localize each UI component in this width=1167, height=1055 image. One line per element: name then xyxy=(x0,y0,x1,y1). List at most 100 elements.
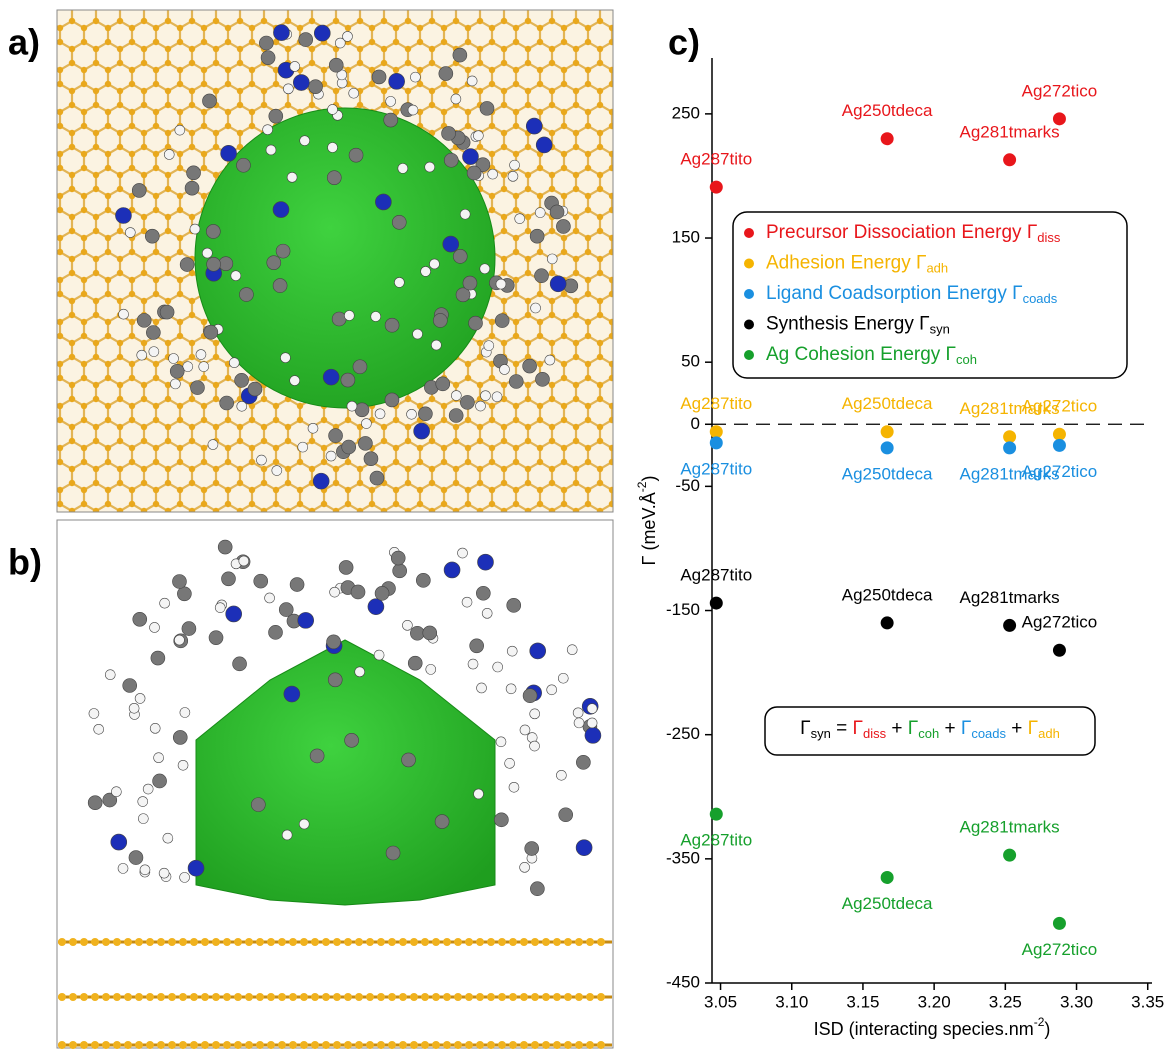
label-sup: -2 xyxy=(635,481,649,492)
atom xyxy=(418,407,432,421)
atom xyxy=(410,938,418,946)
atom xyxy=(91,1041,99,1049)
y-tick-label: -250 xyxy=(666,724,700,743)
atom xyxy=(111,834,127,850)
atom xyxy=(113,938,121,946)
atom xyxy=(88,796,102,810)
atom xyxy=(509,1041,517,1049)
atom xyxy=(290,376,300,386)
atom xyxy=(164,149,174,159)
atom xyxy=(597,1041,605,1049)
equation-part: = xyxy=(831,718,853,739)
atom xyxy=(480,391,490,401)
atom xyxy=(201,1041,209,1049)
atom xyxy=(344,311,354,321)
point xyxy=(881,132,894,145)
atom xyxy=(125,228,135,238)
atom xyxy=(58,938,66,946)
atom xyxy=(399,1041,407,1049)
atom xyxy=(289,1041,297,1049)
atom xyxy=(135,938,143,946)
atom xyxy=(273,25,289,41)
atom xyxy=(80,993,88,1001)
atom xyxy=(498,993,506,1001)
atom xyxy=(173,730,187,744)
atom xyxy=(345,733,359,747)
atom xyxy=(550,276,566,292)
atom xyxy=(498,938,506,946)
atom xyxy=(102,1041,110,1049)
atom xyxy=(284,686,300,702)
atom xyxy=(187,166,201,180)
atom xyxy=(465,1041,473,1049)
atom xyxy=(586,1041,594,1049)
atom xyxy=(223,1041,231,1049)
atom xyxy=(290,61,300,71)
atom xyxy=(129,851,143,865)
point xyxy=(1003,849,1016,862)
atom xyxy=(157,1041,165,1049)
atom xyxy=(170,364,184,378)
legend-marker xyxy=(744,350,754,360)
atom xyxy=(439,67,453,81)
atom xyxy=(364,452,378,466)
atom xyxy=(488,169,498,179)
atom xyxy=(204,325,218,339)
atom xyxy=(413,329,423,339)
atom xyxy=(267,256,281,270)
atom xyxy=(105,670,115,680)
atom xyxy=(553,1041,561,1049)
atom xyxy=(525,842,539,856)
point-label: Ag250tdeca xyxy=(842,894,933,913)
legend-name: Adhesion Energy Γ xyxy=(766,253,926,274)
atom xyxy=(207,257,221,271)
atom xyxy=(212,938,220,946)
point xyxy=(710,436,723,449)
atom xyxy=(355,938,363,946)
point xyxy=(710,181,723,194)
atom xyxy=(341,373,355,387)
legend-name: Precursor Dissociation Energy Γ xyxy=(766,222,1037,243)
atom xyxy=(234,993,242,1001)
point-label: Ag281tmarks xyxy=(960,818,1060,837)
atom xyxy=(515,214,525,224)
atom xyxy=(269,109,283,123)
atom xyxy=(389,73,405,89)
atom xyxy=(218,540,232,554)
atom xyxy=(330,587,340,597)
atom xyxy=(530,741,540,751)
atom xyxy=(168,938,176,946)
atom xyxy=(157,993,165,1001)
point xyxy=(1053,428,1066,441)
atom xyxy=(520,725,530,735)
point-label: Ag287tito xyxy=(680,394,752,413)
atom xyxy=(261,51,275,65)
atom xyxy=(333,993,341,1001)
atom xyxy=(476,401,486,411)
atom xyxy=(300,938,308,946)
atom xyxy=(58,993,66,1001)
atom xyxy=(328,104,338,114)
atom xyxy=(421,266,431,276)
atom xyxy=(386,846,400,860)
atom xyxy=(392,215,406,229)
atom xyxy=(526,118,542,134)
point xyxy=(710,808,723,821)
atom xyxy=(449,409,463,423)
atom xyxy=(575,938,583,946)
atom xyxy=(212,1041,220,1049)
atom xyxy=(531,993,539,1001)
y-tick-label: -450 xyxy=(666,972,700,991)
legend-marker xyxy=(744,259,754,269)
atom xyxy=(410,993,418,1001)
atom xyxy=(368,599,384,615)
atom xyxy=(421,938,429,946)
atom xyxy=(355,667,365,677)
atom xyxy=(347,401,357,411)
atom xyxy=(399,938,407,946)
atom xyxy=(451,391,461,401)
x-tick-label: 3.15 xyxy=(846,992,879,1011)
atom xyxy=(169,353,179,363)
point xyxy=(1003,430,1016,443)
atom xyxy=(300,993,308,1001)
